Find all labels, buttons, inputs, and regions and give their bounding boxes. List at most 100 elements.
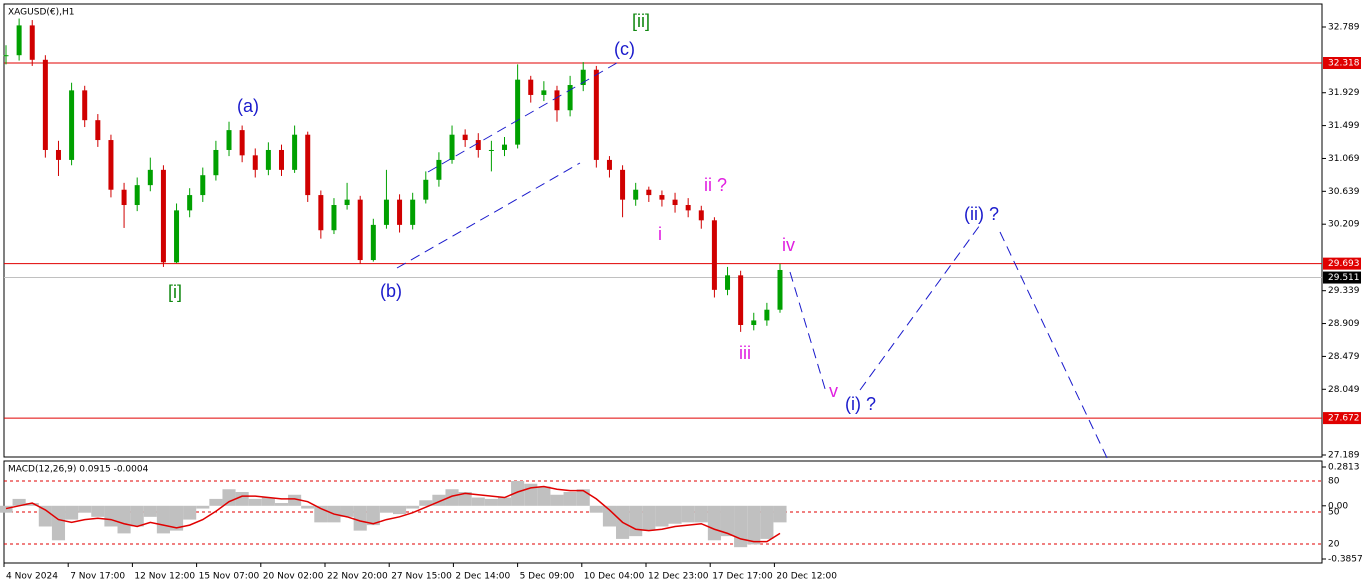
channel-upper [427, 59, 623, 173]
candle-body [764, 309, 770, 321]
x-tick-label: 20 Nov 02:00 [263, 572, 324, 582]
macd-bar [366, 505, 380, 526]
macd-bar [38, 505, 52, 527]
macd-bar [12, 498, 26, 506]
candle-body [305, 134, 311, 196]
y-tick-label: 29.339 [1328, 286, 1360, 296]
y-tick-label: 0.2813 [1328, 463, 1360, 473]
macd-bar [65, 505, 79, 520]
macd-bar [143, 505, 157, 517]
macd-bar [91, 505, 105, 517]
macd-bar [130, 505, 144, 527]
candle-body [685, 205, 691, 211]
y-tick-label: 28.479 [1328, 352, 1360, 362]
y-tick-label: -0.3857 [1328, 555, 1363, 565]
macd-bar [668, 505, 682, 524]
wave-label: iii [739, 343, 751, 363]
level-label-box [1323, 257, 1361, 270]
candle-body [200, 175, 206, 196]
macd-bar [235, 492, 249, 506]
macd-bar [602, 505, 617, 527]
candle-body [357, 199, 363, 261]
candle-body [187, 195, 193, 211]
projection [789, 271, 827, 393]
candle-body [777, 269, 783, 310]
projection [859, 224, 981, 391]
candle-body [29, 25, 35, 60]
candle-body [528, 79, 534, 95]
macd-bar [406, 505, 420, 509]
y-tick-label: 30.639 [1328, 187, 1360, 197]
candle-body [42, 59, 48, 150]
y-tick-label: 27.189 [1328, 451, 1360, 461]
y-tick-label: 31.069 [1328, 154, 1360, 164]
candle-body [226, 130, 232, 150]
candle-body [292, 134, 298, 170]
macd-bar [353, 505, 367, 531]
macd-bar [720, 505, 735, 537]
wave-label: (a) [237, 96, 259, 116]
x-tick-label: 27 Nov 15:00 [391, 572, 452, 582]
macd-bar [589, 505, 603, 513]
macd-bar [471, 497, 485, 506]
candle-body [567, 85, 573, 111]
macd-bar [222, 489, 236, 506]
candle-body [134, 185, 140, 206]
x-tick-label: 20 Dec 12:00 [776, 572, 837, 582]
candle-body [108, 140, 114, 190]
candle-body [174, 210, 180, 263]
x-tick-label: 12 Nov 12:00 [134, 572, 195, 582]
macd-bar [274, 503, 289, 506]
candle-body [121, 189, 127, 206]
macd-bar [642, 505, 656, 531]
x-tick-label: 7 Nov 17:00 [70, 572, 125, 582]
wave-label: (ii) ? [964, 204, 999, 224]
candle-body [370, 224, 376, 261]
macd-bar [117, 505, 131, 534]
candle-body [278, 149, 284, 170]
macd-bar [196, 505, 210, 509]
x-tick-label: 15 Nov 07:00 [199, 572, 260, 582]
candle-body [633, 189, 639, 200]
symbol-title: XAGUSD(€),H1 [8, 8, 74, 18]
candle-body [541, 90, 547, 95]
wave-label: v [829, 381, 838, 401]
y-tick-label: 32.789 [1328, 23, 1360, 33]
candle-body [449, 134, 455, 160]
candle-body [331, 205, 337, 231]
x-tick-label: 10 Dec 04:00 [584, 572, 645, 582]
y-tick-label: 0.00 [1328, 501, 1348, 511]
current-price-box [1323, 271, 1361, 284]
macd-bar [288, 494, 302, 506]
x-tick-label: 22 Nov 20:00 [327, 572, 388, 582]
level-label: 50 [1328, 508, 1340, 518]
candle-body [659, 195, 665, 200]
candle-body [488, 149, 494, 151]
candle-body [698, 210, 704, 221]
candle-body [515, 79, 521, 145]
macd-bar [681, 505, 695, 523]
y-tick-label: 31.929 [1328, 88, 1360, 98]
macd-bar [484, 498, 498, 506]
candle-body [502, 144, 508, 150]
candle-body [265, 149, 271, 170]
macd-bar [747, 505, 761, 545]
candle-body [672, 199, 678, 206]
candle-body [436, 159, 442, 180]
candle-body [147, 169, 153, 186]
candle-body [344, 199, 350, 206]
macd-bar [156, 505, 170, 534]
macd-bar [445, 489, 459, 506]
channel-lower [396, 162, 581, 269]
macd-bar [261, 497, 275, 506]
candle-body [738, 275, 744, 326]
macd-bar [707, 505, 721, 541]
level-label-box [1323, 412, 1361, 425]
macd-bar [537, 486, 551, 506]
level-label: 27.672 [1328, 414, 1360, 424]
macd-bar [248, 498, 262, 506]
macd-bar [183, 505, 197, 520]
candle-body [423, 179, 429, 200]
macd-bar [550, 494, 564, 506]
